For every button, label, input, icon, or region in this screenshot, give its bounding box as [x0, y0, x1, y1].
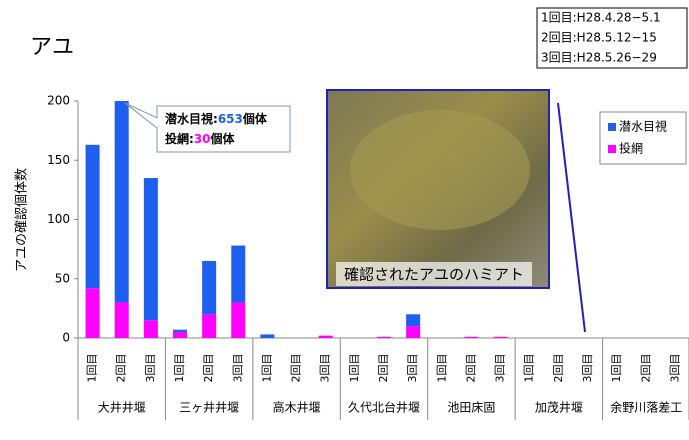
- callout-text: 潜水目視:653個体: [165, 111, 268, 126]
- bar-segment: [406, 326, 420, 338]
- chart: アユ 1回目:H28.4.28−5.1 2回目:H28.5.12−15 3回目:…: [0, 0, 689, 440]
- legend-swatch: [608, 145, 616, 153]
- x-tick-label: 3回目: [668, 354, 681, 383]
- x-tick-label: 1回目: [610, 354, 623, 383]
- bar-segment: [464, 337, 478, 338]
- x-tick-label: 3回目: [406, 354, 419, 383]
- bar-segment: [319, 336, 333, 338]
- period-note: 1回目:H28.4.28−5.1: [541, 11, 661, 25]
- callout-unit: 個体: [242, 111, 268, 126]
- bar-segment: [115, 302, 129, 338]
- x-tick-label: 2回目: [290, 354, 303, 383]
- bar-segment: [202, 261, 216, 314]
- x-tick-label: 2回目: [115, 354, 128, 383]
- callout-value: 30: [194, 132, 211, 146]
- x-tick-label: 2回目: [552, 354, 565, 383]
- y-tick-label: 150: [47, 153, 70, 167]
- group-label: 高木井堰: [273, 400, 321, 415]
- bar-segment: [144, 178, 158, 320]
- period-note: 2回目:H28.5.12−15: [541, 31, 657, 45]
- x-tick-label: 2回目: [202, 354, 215, 383]
- bar-segment: [202, 314, 216, 338]
- bar-segment: [231, 302, 245, 338]
- callout-label: 投網:: [165, 131, 194, 146]
- x-tick-label: 3回目: [319, 354, 332, 383]
- y-tick-label: 100: [47, 212, 70, 226]
- bar-segment: [86, 145, 100, 288]
- group-label: 大井井堰: [98, 401, 146, 415]
- x-tick-label: 1回目: [348, 354, 361, 383]
- x-tick-label: 1回目: [523, 354, 536, 383]
- photo-caption: 確認されたアユのハミアト: [344, 266, 524, 284]
- x-tick-label: 2回目: [377, 354, 390, 383]
- bar-segment: [377, 337, 391, 338]
- x-tick-label: 2回目: [639, 354, 652, 383]
- y-tick-label: 200: [47, 94, 70, 108]
- group-label: 余野川落差工: [610, 400, 682, 415]
- bar-segment: [86, 288, 100, 338]
- callout-text: 投網:30個体: [165, 131, 236, 146]
- group-label: 久代北台井堰: [348, 400, 420, 415]
- legend-swatch: [608, 123, 616, 131]
- callout-unit: 個体: [210, 131, 236, 146]
- x-tick-label: 3回目: [494, 354, 507, 383]
- bar-segment: [406, 314, 420, 326]
- group-label: 加茂井堰: [535, 401, 583, 415]
- pointer-line: [558, 103, 585, 332]
- period-note: 3回目:H28.5.26−29: [541, 51, 657, 65]
- bar-segment: [231, 246, 245, 303]
- bar-segment: [115, 0, 129, 302]
- x-tick-label: 1回目: [86, 354, 99, 383]
- group-label: 池田床固: [447, 401, 495, 415]
- bar-segment: [173, 332, 187, 338]
- y-tick-label: 50: [55, 271, 70, 285]
- x-tick-label: 3回目: [144, 354, 157, 383]
- legend-label: 潜水目視: [619, 119, 667, 134]
- x-tick-label: 3回目: [231, 354, 244, 383]
- x-tick-label: 1回目: [173, 354, 186, 383]
- bar-segment: [173, 330, 187, 332]
- photo-detail: [350, 110, 530, 230]
- chart-title: アユ: [30, 35, 74, 60]
- group-label: 三ヶ井井堰: [179, 401, 239, 415]
- x-tick-label: 2回目: [464, 354, 477, 383]
- x-tick-label: 1回目: [435, 354, 448, 383]
- y-tick-label: 0: [62, 331, 70, 345]
- bar-segment: [494, 337, 508, 338]
- bar-segment: [260, 334, 274, 338]
- callout-label: 潜水目視:: [165, 111, 218, 126]
- bar-segment: [144, 320, 158, 338]
- x-tick-label: 3回目: [581, 354, 594, 383]
- legend-label: 投網: [619, 141, 643, 156]
- x-tick-label: 1回目: [260, 354, 273, 383]
- y-axis-label: アユの確認個体数: [14, 168, 30, 272]
- callout-value: 653: [218, 112, 243, 126]
